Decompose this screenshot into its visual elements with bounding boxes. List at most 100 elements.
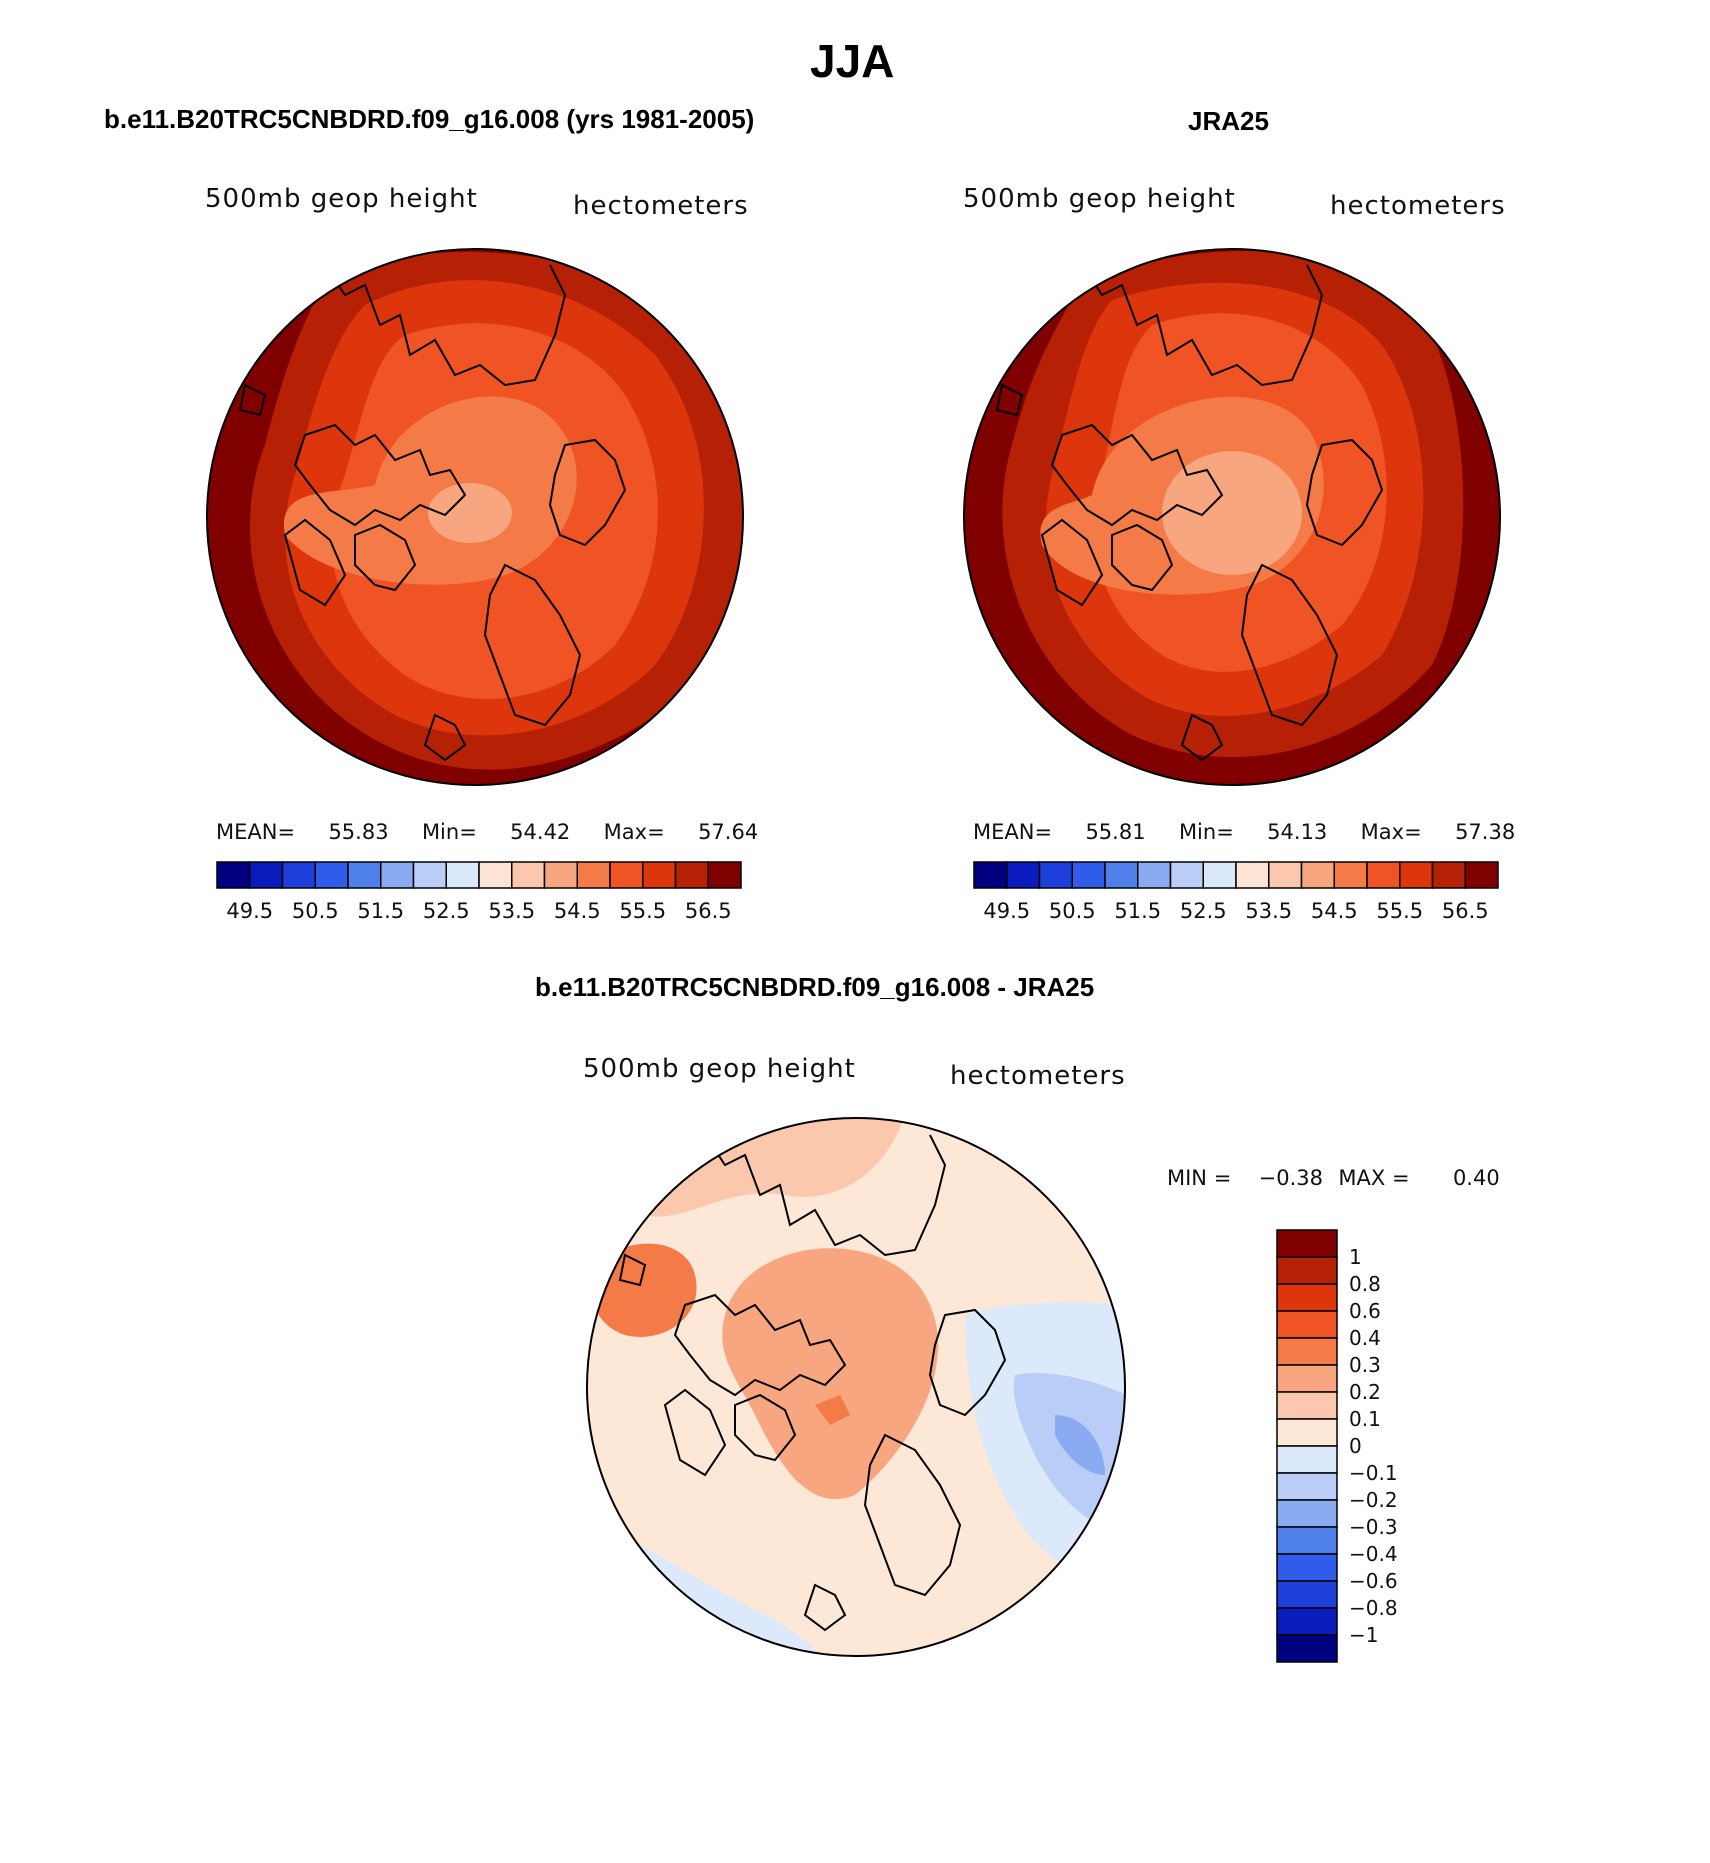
panel-1-colorbar: 49.5 50.5 51.5 52.5 53.5 54.5 55.5 56.5 [216,861,742,923]
colorbar-swatch [314,861,349,889]
panel-2-units: hectometers [1330,191,1506,221]
colorbar-swatch [281,861,316,889]
panel-3-stats: MIN = −0.38 MAX = 0.40 [1167,1166,1500,1190]
colorbar-swatch [1366,861,1401,889]
colorbar-swatch [1276,1364,1338,1393]
panel-2-map [963,248,1501,786]
colorbar-swatch [707,861,742,889]
panel-1-coastlines [238,264,627,762]
colorbar-swatch [1276,1580,1338,1609]
panel-2-max-value: 57.38 [1455,820,1516,844]
colorbar-tick-label: 50.5 [292,899,339,923]
colorbar-swatch [1104,861,1139,889]
colorbar-tick-label: 51.5 [357,899,404,923]
colorbar-tick-label: 56.5 [1442,899,1489,923]
colorbar-swatch [1276,1391,1338,1420]
colorbar-tick-label: 49.5 [226,899,273,923]
colorbar-swatch [1276,1256,1338,1285]
panel-3-min-value: −0.38 [1258,1166,1324,1190]
colorbar-swatch [478,861,513,889]
panel-2-contours [964,249,1500,785]
colorbar-swatch [445,861,480,889]
panel-3-colorbar: 1 0.8 0.6 0.4 0.3 0.2 0.1 0 −0.1 −0.2 −0.3 −0.4 −0.6… [1276,1229,1398,1663]
panel-3-units: hectometers [950,1061,1126,1091]
colorbar-swatch [1235,861,1270,889]
panel-1-title: b.e11.B20TRC5CNBDRD.f09_g16.008 (yrs 198… [104,104,755,134]
colorbar-tick-label: 56.5 [685,899,732,923]
colorbar-swatch [1276,1634,1338,1663]
panel-1-variable: 500mb geop height [205,184,478,214]
page-title: JJA [810,35,895,87]
panel-1-mean-value: 55.83 [328,820,389,844]
panel-2-variable: 500mb geop height [963,184,1236,214]
colorbar-tick-label: 50.5 [1049,899,1096,923]
panel-2-mean-value: 55.81 [1085,820,1146,844]
colorbar-tick-label: −0.6 [1349,1569,1398,1593]
colorbar-swatch [1137,861,1172,889]
colorbar-swatch [1276,1553,1338,1582]
colorbar-tick-label: 55.5 [1376,899,1423,923]
colorbar-tick-label: −0.3 [1349,1515,1398,1539]
colorbar-swatch [1071,861,1106,889]
panel-1-mean-label: MEAN= [216,820,296,844]
colorbar-tick-label: 0.6 [1349,1299,1381,1323]
colorbar-swatch [1399,861,1434,889]
colorbar-tick-label: 0.4 [1349,1326,1381,1350]
colorbar-tick-label: 0.8 [1349,1272,1381,1296]
panel-2-coastlines [995,264,1384,762]
colorbar-swatch [1202,861,1237,889]
colorbar-tick-label: 53.5 [488,899,535,923]
colorbar-tick-label: 49.5 [983,899,1030,923]
colorbar-swatch [543,861,578,889]
colorbar-swatch [1006,861,1041,889]
colorbar-swatch [1276,1229,1338,1258]
panel-3-variable: 500mb geop height [583,1054,856,1084]
colorbar-tick-label: 1 [1349,1245,1362,1269]
colorbar-swatch [1276,1337,1338,1366]
colorbar-swatch [412,861,447,889]
colorbar-tick-label: −0.4 [1349,1542,1398,1566]
colorbar-tick-label: 0.2 [1349,1380,1381,1404]
colorbar-swatch [347,861,382,889]
colorbar-swatch [1431,861,1466,889]
panel-2-max-label: Max= [1360,820,1422,844]
colorbar-tick-label: 54.5 [1311,899,1358,923]
colorbar-swatch [1276,1607,1338,1636]
panel-1-min-value: 54.42 [510,820,571,844]
colorbar-swatch [1276,1472,1338,1501]
colorbar-swatch [1276,1418,1338,1447]
panel-2-min-value: 54.13 [1267,820,1328,844]
colorbar-swatch [1276,1526,1338,1555]
colorbar-tick-label: −1 [1349,1623,1378,1647]
colorbar-tick-label: 54.5 [554,899,601,923]
panel-1-map [206,248,744,786]
colorbar-swatch [249,861,284,889]
colorbar-tick-label: 0.1 [1349,1407,1381,1431]
colorbar-swatch [1169,861,1204,889]
panel-3-map [586,1117,1126,1657]
panel-1-min-label: Min= [421,820,477,844]
colorbar-tick-label: −0.2 [1349,1488,1398,1512]
panel-1-stats: MEAN= 55.83 Min= 54.42 Max= 57.64 [216,820,758,844]
colorbar-tick-label: 0 [1349,1434,1362,1458]
colorbar-swatch [576,861,611,889]
colorbar-swatch [1276,1283,1338,1312]
colorbar-swatch [1276,1310,1338,1339]
colorbar-tick-label: 55.5 [619,899,666,923]
colorbar-swatch [380,861,415,889]
colorbar-tick-label: 52.5 [423,899,470,923]
colorbar-tick-label: 51.5 [1114,899,1161,923]
colorbar-swatch [1333,861,1368,889]
colorbar-tick-label: 52.5 [1180,899,1227,923]
panel-1-units: hectometers [573,191,749,221]
panel-3-title: b.e11.B20TRC5CNBDRD.f09_g16.008 - JRA25 [535,972,1095,1002]
panel-2-title: JRA25 [1188,106,1269,136]
colorbar-swatch [1268,861,1303,889]
panel-1-max-value: 57.64 [698,820,759,844]
panel-1-contours [207,249,743,785]
colorbar-swatch [1038,861,1073,889]
panel-2-mean-label: MEAN= [973,820,1053,844]
panel-3-coastlines [618,1134,1007,1632]
panel-2-stats: MEAN= 55.81 Min= 54.13 Max= 57.38 [973,820,1515,844]
colorbar-tick-label: −0.1 [1349,1461,1398,1485]
